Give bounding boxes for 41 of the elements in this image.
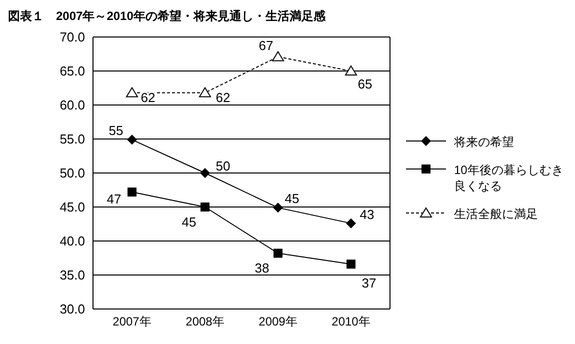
data-label: 55 — [108, 123, 124, 138]
legend-label: 10年後の暮らしむき良くなる — [454, 162, 564, 194]
y-tick-label: 65.0 — [60, 64, 85, 79]
y-tick-label: 60.0 — [60, 98, 85, 113]
data-label: 65 — [358, 76, 372, 92]
data-label: 50 — [216, 158, 230, 174]
point — [346, 260, 356, 269]
point — [346, 218, 356, 228]
x-tick-label: 2010年 — [332, 314, 370, 329]
point — [273, 202, 283, 213]
point — [127, 134, 137, 145]
y-tick-label: 70.0 — [60, 30, 85, 45]
point — [274, 248, 282, 258]
y-tick-label: 35.0 — [60, 268, 85, 283]
x-tick-label: 2008年 — [186, 314, 224, 329]
chart-title: 図表１ 2007年～2010年の希望・将来見通し・生活満足感 — [8, 8, 326, 25]
y-tick-label: 45.0 — [60, 200, 85, 215]
point — [200, 202, 210, 212]
data-label: 45 — [182, 214, 196, 230]
x-tick-label: 2007年 — [112, 314, 152, 329]
point — [128, 188, 136, 197]
point — [272, 51, 284, 62]
y-tick-label: 30.0 — [60, 302, 85, 317]
point — [126, 87, 138, 98]
point — [199, 87, 211, 98]
y-tick-label: 55.0 — [60, 132, 85, 147]
data-label: 62 — [140, 90, 156, 106]
data-label: 38 — [254, 260, 270, 276]
point — [345, 66, 357, 76]
legend-label: 生活全般に満足 — [454, 206, 539, 222]
legend-label: 将来の希望 — [454, 134, 515, 150]
data-label: 43 — [360, 206, 374, 222]
y-tick-label: 40.0 — [60, 234, 85, 249]
data-label: 62 — [216, 90, 230, 106]
point — [200, 168, 210, 178]
data-label: 37 — [362, 276, 376, 291]
data-label: 67 — [258, 38, 274, 54]
x-tick-label: 2009年 — [258, 314, 298, 329]
y-tick-label: 50.0 — [60, 166, 85, 181]
data-label: 47 — [106, 191, 122, 206]
data-label: 45 — [284, 191, 300, 206]
